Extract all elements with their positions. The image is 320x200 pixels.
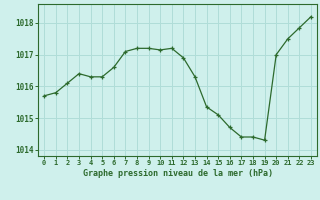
- X-axis label: Graphe pression niveau de la mer (hPa): Graphe pression niveau de la mer (hPa): [83, 169, 273, 178]
